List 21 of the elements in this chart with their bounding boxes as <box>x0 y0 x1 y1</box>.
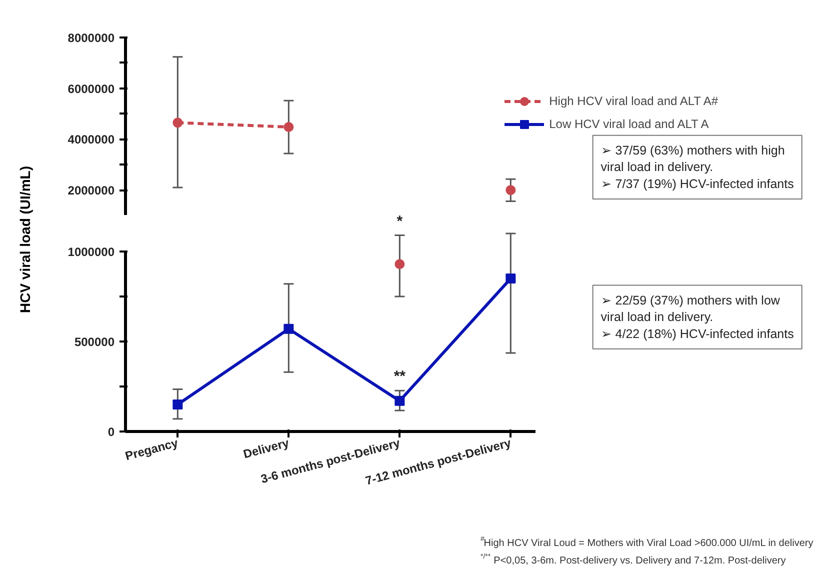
y-tick-label: 0 <box>108 425 115 439</box>
x-tick-label: Delivery <box>242 436 291 462</box>
annotation: * <box>396 212 403 230</box>
point <box>284 122 294 132</box>
y-tick-label: 4000000 <box>68 132 115 147</box>
point <box>394 259 405 270</box>
legend-label: Low HCV viral load and ALT A <box>549 116 709 134</box>
y-tick-label: 2000000 <box>68 184 115 198</box>
y-axis-title: HCV viral load (UI/mL) <box>16 166 34 314</box>
point <box>506 274 516 284</box>
y-tick-label: 1000000 <box>68 245 115 259</box>
point <box>284 324 294 334</box>
point <box>172 118 183 128</box>
text: ➢ 37/59 (63%) mothers with high viral load in delivery. ➢ 7/37 (19%) HCV-infected infants <box>600 143 794 191</box>
y-tick-label: 8000000 <box>68 31 115 45</box>
legend-label: High HCV viral load and ALT A# <box>549 93 718 110</box>
x-tick-label: Pregancy <box>124 436 180 464</box>
y-tick-label: 6000000 <box>68 82 115 96</box>
y-tick-label: 500000 <box>74 335 115 349</box>
text: ➢ 22/59 (37%) mothers with low viral load in delivery. ➢ 4/22 (18%) HCV-infected infants <box>600 293 794 341</box>
annotation: ** <box>394 368 406 386</box>
